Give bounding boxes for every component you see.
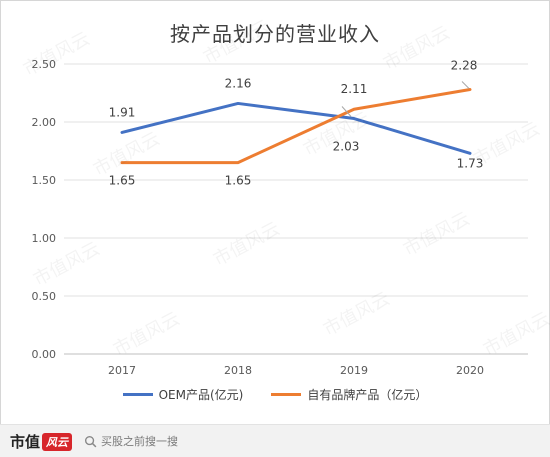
y-tick-label: 0.50 <box>32 290 57 303</box>
data-label-oem: 2.03 <box>333 140 360 154</box>
legend-swatch-oem <box>122 393 153 396</box>
x-tick-label: 2020 <box>456 364 484 377</box>
search-hint-text: 买股之前搜一搜 <box>101 435 179 448</box>
chart-legend: OEM产品(亿元) 自有品牌产品（亿元） <box>0 386 550 403</box>
y-tick-label: 1.50 <box>32 174 57 187</box>
data-label-oem: 2.16 <box>225 76 252 90</box>
x-tick-label: 2018 <box>224 364 252 377</box>
search-hint[interactable]: 买股之前搜一搜 <box>84 433 178 449</box>
data-label-oem: 1.91 <box>109 105 136 119</box>
y-tick-label: 0.00 <box>32 348 57 361</box>
label-leader-line <box>461 81 470 89</box>
brand-badge: 风云 <box>42 432 73 451</box>
series-line-oem <box>120 101 472 155</box>
legend-item-own-brand: 自有品牌产品（亿元） <box>271 386 427 403</box>
legend-label-own-brand: 自有品牌产品（亿元） <box>307 388 428 402</box>
x-tick-label: 2017 <box>108 364 136 377</box>
brand-name: 市值 <box>10 432 41 451</box>
brand-logo: 市值 风云 <box>10 431 73 452</box>
legend-item-oem: OEM产品(亿元) <box>122 386 244 403</box>
series-line-own-brand <box>120 88 472 165</box>
line-chart: 0.00 0.50 1.00 1.50 2.00 2.50 2017 2018 2019 2020… <box>32 58 528 377</box>
legend-swatch-own-brand <box>271 393 302 396</box>
chart-area: 按产品划分的营业收入 0.00 0.50 1.00 1.50 2.00 2.50 2017 2… <box>0 22 550 403</box>
data-label-own-brand: 1.65 <box>225 174 252 188</box>
search-icon <box>84 435 97 447</box>
data-label-own-brand: 1.65 <box>109 174 136 188</box>
data-label-own-brand: 2.28 <box>451 59 478 73</box>
legend-label-oem: OEM产品(亿元) <box>158 388 244 402</box>
data-label-own-brand: 2.11 <box>341 82 368 96</box>
x-tick-label: 2019 <box>340 364 368 377</box>
y-tick-label: 1.00 <box>32 232 57 245</box>
y-tick-label: 2.00 <box>32 116 57 129</box>
chart-title: 按产品划分的营业收入 <box>170 22 380 46</box>
y-tick-label: 2.50 <box>32 58 57 71</box>
data-label-oem: 1.73 <box>457 156 484 170</box>
label-leader-line <box>341 106 352 117</box>
footer-bar: 市值 风云 买股之前搜一搜 <box>0 424 550 457</box>
